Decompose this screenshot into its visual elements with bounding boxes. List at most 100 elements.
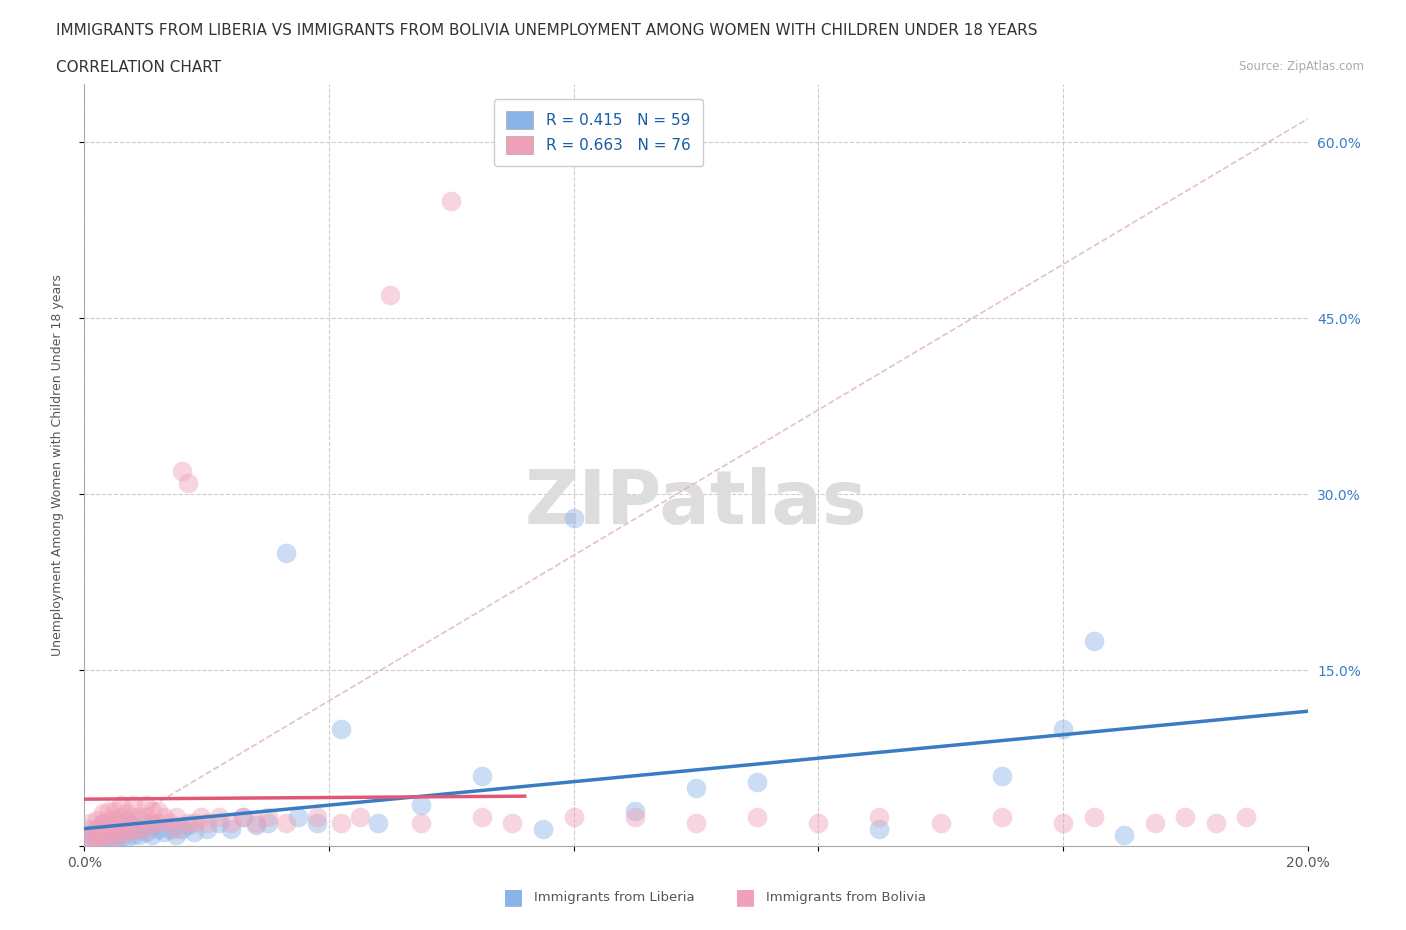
Point — [79, 833, 101, 848]
Point — [91, 833, 114, 848]
Text: Source: ZipAtlas.com: Source: ZipAtlas.com — [1239, 60, 1364, 73]
Point — [79, 827, 101, 842]
Point — [153, 809, 176, 824]
Point — [104, 813, 127, 828]
Point — [104, 821, 127, 836]
Point — [97, 804, 120, 818]
Point — [110, 798, 132, 813]
Point — [219, 821, 242, 836]
Text: ■: ■ — [735, 887, 755, 908]
Point — [141, 816, 163, 830]
Point — [86, 821, 108, 836]
Point — [257, 809, 280, 824]
Point — [869, 809, 891, 824]
Text: IMMIGRANTS FROM LIBERIA VS IMMIGRANTS FROM BOLIVIA UNEMPLOYMENT AMONG WOMEN WITH: IMMIGRANTS FROM LIBERIA VS IMMIGRANTS FR… — [56, 23, 1038, 38]
Point — [349, 809, 371, 824]
Text: ■: ■ — [503, 887, 523, 908]
Point — [1174, 809, 1197, 824]
Point — [104, 830, 127, 844]
Point — [531, 821, 554, 836]
Point — [165, 827, 187, 842]
Point — [146, 804, 169, 818]
Point — [287, 809, 309, 824]
Point — [79, 821, 101, 836]
Point — [91, 806, 114, 821]
Point — [86, 827, 108, 842]
Text: CORRELATION CHART: CORRELATION CHART — [56, 60, 221, 75]
Point — [146, 821, 169, 836]
Point — [219, 816, 242, 830]
Point — [110, 825, 132, 840]
Point — [1143, 816, 1166, 830]
Point — [245, 816, 267, 830]
Point — [110, 827, 132, 842]
Point — [91, 816, 114, 830]
Text: Immigrants from Liberia: Immigrants from Liberia — [534, 891, 695, 904]
Point — [172, 821, 194, 836]
Point — [562, 809, 585, 824]
Text: Immigrants from Bolivia: Immigrants from Bolivia — [766, 891, 927, 904]
Point — [104, 821, 127, 836]
Point — [115, 825, 138, 840]
Point — [471, 809, 494, 824]
Point — [135, 825, 157, 840]
Point — [97, 830, 120, 844]
Point — [991, 768, 1014, 783]
Point — [330, 722, 353, 737]
Point — [159, 821, 181, 836]
Point — [86, 827, 108, 842]
Point — [208, 809, 231, 824]
Point — [330, 816, 353, 830]
Point — [115, 806, 138, 821]
Point — [471, 768, 494, 783]
Point — [91, 821, 114, 836]
Point — [97, 813, 120, 828]
Point — [245, 817, 267, 832]
Point — [208, 816, 231, 830]
Point — [141, 817, 163, 832]
Point — [685, 780, 707, 795]
Point — [91, 816, 114, 830]
Y-axis label: Unemployment Among Women with Children Under 18 years: Unemployment Among Women with Children U… — [51, 274, 63, 656]
Point — [110, 809, 132, 824]
Point — [122, 817, 145, 832]
Point — [86, 813, 108, 828]
Point — [409, 816, 432, 830]
Legend: R = 0.415   N = 59, R = 0.663   N = 76: R = 0.415 N = 59, R = 0.663 N = 76 — [494, 99, 703, 166]
Point — [97, 821, 120, 836]
Point — [440, 193, 463, 208]
Point — [135, 821, 157, 836]
Point — [91, 830, 114, 844]
Point — [1083, 809, 1105, 824]
Point — [183, 825, 205, 840]
Point — [159, 816, 181, 830]
Point — [122, 827, 145, 842]
Point — [165, 821, 187, 836]
Point — [869, 821, 891, 836]
Point — [305, 809, 328, 824]
Point — [128, 821, 150, 836]
Point — [195, 816, 218, 830]
Point — [177, 816, 200, 830]
Point — [146, 816, 169, 830]
Point — [122, 821, 145, 836]
Point — [367, 816, 389, 830]
Point — [685, 816, 707, 830]
Point — [86, 833, 108, 848]
Point — [135, 798, 157, 813]
Point — [115, 813, 138, 828]
Point — [177, 475, 200, 490]
Text: ZIPatlas: ZIPatlas — [524, 467, 868, 539]
Point — [110, 817, 132, 832]
Point — [409, 798, 432, 813]
Point — [141, 827, 163, 842]
Point — [624, 809, 647, 824]
Point — [128, 809, 150, 824]
Point — [104, 804, 127, 818]
Point — [97, 817, 120, 832]
Point — [141, 804, 163, 818]
Point — [115, 821, 138, 836]
Point — [1052, 722, 1074, 737]
Point — [122, 798, 145, 813]
Point — [502, 816, 524, 830]
